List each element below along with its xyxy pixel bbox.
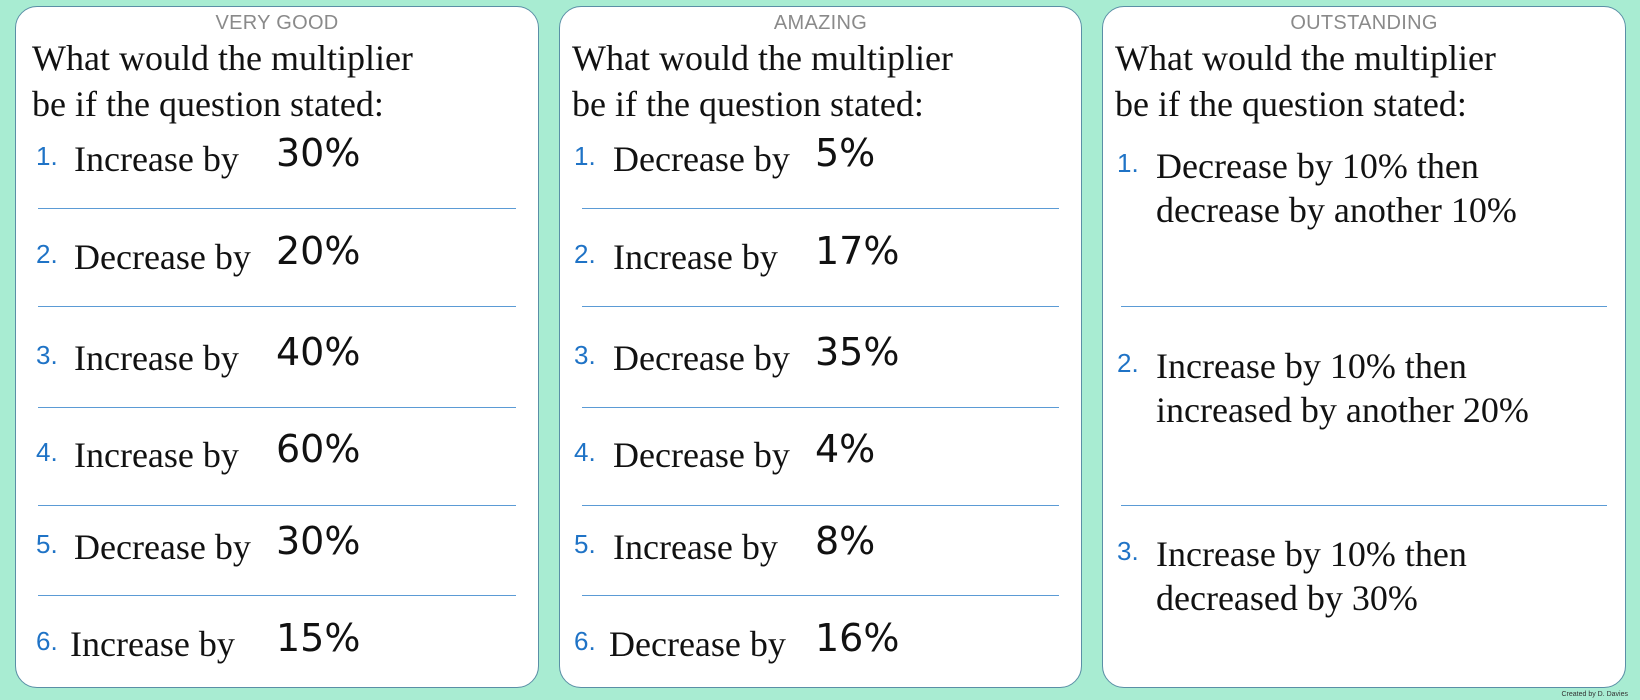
question-text: Increase by (613, 237, 778, 277)
question-text: Decrease by (613, 435, 790, 475)
card-amazing: AMAZING What would the multiplier be if … (559, 6, 1082, 688)
question-text: Decrease by (74, 237, 251, 277)
divider (38, 306, 516, 307)
card-heading: What would the multiplier be if the ques… (32, 35, 528, 127)
question-line-2: decrease by another 10% (1156, 190, 1517, 230)
question-value: 20% (276, 229, 361, 273)
question-number: 2. (574, 239, 596, 269)
level-label: OUTSTANDING (1290, 12, 1438, 34)
question-value: 4% (815, 427, 876, 471)
divider (1121, 505, 1607, 506)
question-line-2: increased by another 20% (1156, 390, 1529, 430)
question-text: Decrease by (613, 139, 790, 179)
divider (582, 595, 1059, 596)
question-value: 5% (815, 131, 876, 175)
question-text: Increase by (70, 624, 235, 664)
heading-line-2: be if the question stated: (1115, 84, 1467, 124)
question-text: Decrease by 10% then decrease by another… (1156, 144, 1576, 232)
question-value: 35% (815, 330, 900, 374)
question-value: 8% (815, 519, 876, 563)
question-number: 1. (574, 141, 596, 171)
question-text: Increase by 10% then decreased by 30% (1156, 532, 1576, 620)
question-number: 4. (574, 437, 596, 467)
question-text: Decrease by (609, 624, 786, 664)
heading-line-1: What would the multiplier (1115, 38, 1496, 78)
divider (38, 208, 516, 209)
question-line-1: Decrease by 10% then (1156, 146, 1479, 186)
question-line-1: Increase by 10% then (1156, 346, 1467, 386)
divider (582, 407, 1059, 408)
heading-line-1: What would the multiplier (32, 38, 413, 78)
question-number: 3. (1117, 536, 1139, 566)
question-number: 6. (574, 626, 596, 656)
question-value: 17% (815, 229, 900, 273)
question-number: 2. (36, 239, 58, 269)
question-number: 3. (36, 340, 58, 370)
question-text: Decrease by (74, 527, 251, 567)
question-number: 1. (1117, 148, 1139, 178)
question-value: 40% (276, 330, 361, 374)
question-text: Increase by (74, 435, 239, 475)
question-text: Increase by (74, 338, 239, 378)
card-outstanding: OUTSTANDING What would the multiplier be… (1102, 6, 1626, 688)
divider (38, 595, 516, 596)
question-text: Decrease by (613, 338, 790, 378)
question-number: 2. (1117, 348, 1139, 378)
credit-text: Created by D. Davies (1561, 691, 1628, 698)
heading-line-2: be if the question stated: (32, 84, 384, 124)
divider (38, 407, 516, 408)
divider (582, 505, 1059, 506)
card-heading: What would the multiplier be if the ques… (572, 35, 1071, 127)
divider (1121, 306, 1607, 307)
heading-line-1: What would the multiplier (572, 38, 953, 78)
question-number: 5. (574, 529, 596, 559)
question-value: 60% (276, 427, 361, 471)
divider (582, 208, 1059, 209)
question-number: 6. (36, 626, 58, 656)
question-text: Increase by 10% then increased by anothe… (1156, 344, 1576, 432)
question-value: 15% (276, 616, 361, 660)
question-value: 16% (815, 616, 900, 660)
question-number: 3. (574, 340, 596, 370)
card-heading: What would the multiplier be if the ques… (1115, 35, 1615, 127)
question-value: 30% (276, 131, 361, 175)
question-value: 30% (276, 519, 361, 563)
card-very-good: VERY GOOD What would the multiplier be i… (15, 6, 539, 688)
divider (582, 306, 1059, 307)
level-label: AMAZING (773, 12, 868, 34)
question-number: 5. (36, 529, 58, 559)
question-number: 4. (36, 437, 58, 467)
question-text: Increase by (613, 527, 778, 567)
question-line-1: Increase by 10% then (1156, 534, 1467, 574)
heading-line-2: be if the question stated: (572, 84, 924, 124)
question-text: Increase by (74, 139, 239, 179)
question-line-2: decreased by 30% (1156, 578, 1418, 618)
divider (38, 505, 516, 506)
question-number: 1. (36, 141, 58, 171)
level-label: VERY GOOD (215, 12, 339, 34)
